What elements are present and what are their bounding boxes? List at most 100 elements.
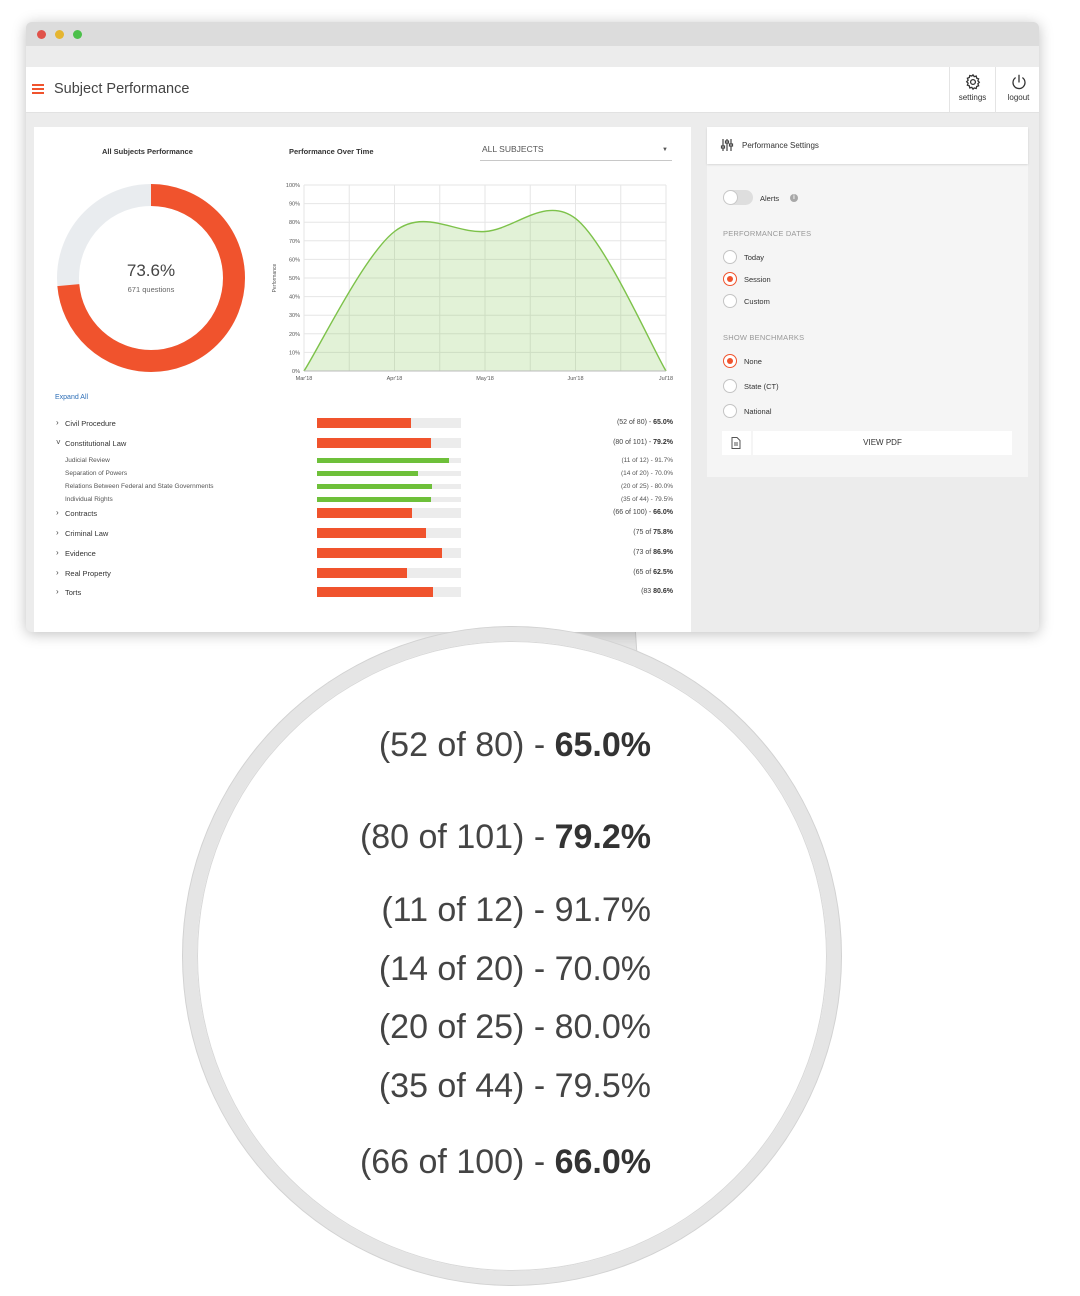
progress-fill — [317, 484, 433, 489]
window-titlebar — [26, 22, 1039, 46]
progress-fill — [317, 508, 413, 518]
donut-chart — [57, 184, 245, 372]
progress-fill — [317, 471, 418, 476]
score-text: (20 of 25) - 80.0% — [621, 483, 673, 490]
donut-subtitle: 671 questions — [127, 285, 175, 294]
date-radio[interactable] — [723, 250, 737, 264]
benchmark-radio-label[interactable]: National — [744, 407, 772, 416]
chevron-icon[interactable]: › — [56, 587, 59, 596]
magnified-score-percent: 70.0% — [554, 950, 651, 988]
magnified-score: (20 of 25) - 80.0% — [379, 1008, 651, 1047]
y-tick-label: 100% — [286, 183, 300, 189]
subject-row[interactable]: ˅ Constitutional Law (80 of 101) - 79.2% — [34, 437, 691, 451]
alerts-toggle[interactable] — [723, 190, 753, 205]
settings-panel-title: Performance Settings — [742, 141, 819, 150]
date-radio-label[interactable]: Session — [744, 275, 771, 284]
view-pdf-button[interactable]: VIEW PDF — [753, 431, 1012, 455]
y-axis-label: Performance — [272, 263, 278, 292]
dropdown-caret-icon: ▼ — [662, 147, 668, 153]
score-percent: 91.7% — [654, 457, 673, 464]
pdf-icon-box[interactable] — [722, 431, 751, 455]
logout-button[interactable]: logout — [995, 67, 1039, 113]
score-count: (83 — [641, 588, 654, 595]
subject-select[interactable]: ALL SUBJECTS ▼ — [480, 144, 672, 161]
info-icon[interactable]: i — [790, 194, 798, 202]
progress-track — [317, 508, 461, 518]
y-tick-label: 70% — [289, 239, 300, 245]
expand-all-link[interactable]: Expand All — [55, 394, 89, 401]
score-percent: 65.0% — [653, 419, 673, 426]
chevron-icon[interactable]: › — [56, 508, 59, 517]
subject-name: Civil Procedure — [65, 419, 116, 428]
y-tick-label: 60% — [289, 257, 300, 263]
subject-name: Relations Between Federal and State Gove… — [65, 483, 214, 490]
chevron-icon[interactable]: ˅ — [56, 438, 61, 447]
score-percent: 79.5% — [654, 496, 673, 503]
subject-row[interactable]: › Contracts (66 of 100) - 66.0% — [34, 507, 691, 521]
date-radio[interactable] — [723, 294, 737, 308]
subject-name: Judicial Review — [65, 457, 110, 464]
score-percent: 70.0% — [654, 470, 673, 477]
benchmark-radio[interactable] — [723, 379, 737, 393]
series-line — [303, 209, 667, 372]
date-radio-label[interactable]: Today — [744, 253, 765, 262]
subject-row[interactable]: › Real Property (65 of 62.5% — [34, 567, 691, 581]
date-radio-label[interactable]: Custom — [744, 297, 770, 306]
over-time-title: Performance Over Time — [289, 147, 374, 156]
menu-icon[interactable] — [32, 84, 44, 94]
subject-row[interactable]: › Evidence (73 of 86.9% — [34, 547, 691, 561]
magnified-score-count: (11 of 12) - — [381, 891, 555, 929]
benchmark-radio-label[interactable]: State (CT) — [744, 382, 779, 391]
score-text: (73 of 86.9% — [633, 549, 673, 556]
score-text: (66 of 100) - 66.0% — [613, 509, 673, 516]
progress-fill — [317, 587, 434, 597]
chevron-icon[interactable]: › — [56, 528, 59, 537]
x-tick-label: Jun'18 — [567, 376, 583, 382]
score-count: (35 of 44) - — [620, 496, 655, 503]
magnified-score: (66 of 100) - 66.0% — [360, 1143, 651, 1182]
app-header: Subject Performance settings logout — [26, 67, 1039, 113]
toggle-knob — [723, 190, 738, 205]
magnified-score-percent: 79.5% — [554, 1067, 651, 1105]
subject-row[interactable]: › Torts (83 80.6% — [34, 586, 691, 600]
chevron-icon[interactable]: › — [56, 548, 59, 557]
progress-track — [317, 418, 461, 428]
sliders-icon — [720, 138, 734, 157]
subject-row[interactable]: › Civil Procedure (52 of 80) - 65.0% — [34, 417, 691, 431]
magnified-score-count: (52 of 80) - — [378, 726, 555, 764]
score-count: (11 of 12) - — [621, 457, 655, 464]
subject-name: Criminal Law — [65, 529, 109, 538]
magnifier-callout: (52 of 80) - 65.0% (80 of 101) - 79.2% (11… — [183, 627, 841, 1285]
subject-row[interactable]: › Criminal Law (75 of 75.8% — [34, 527, 691, 541]
score-text: (52 of 80) - 65.0% — [617, 419, 673, 426]
progress-fill — [317, 568, 407, 578]
date-radio[interactable] — [723, 272, 737, 286]
performance-line-chart: 100% 90% 80% 70% 60% 50% 40% 30% 20% 10% 0%Mar'18 A… — [272, 183, 673, 382]
magnified-score: (14 of 20) - 70.0% — [379, 950, 651, 989]
donut-slice-correct — [57, 184, 245, 372]
minimize-window-icon[interactable] — [55, 30, 64, 39]
magnified-score-count: (35 of 44) - — [378, 1067, 555, 1105]
chevron-icon[interactable]: › — [56, 568, 59, 577]
progress-fill — [317, 497, 432, 502]
progress-track — [317, 497, 461, 502]
settings-button[interactable]: settings — [949, 67, 995, 113]
y-tick-label: 10% — [289, 350, 300, 356]
x-tick-label: Jul'18 — [659, 376, 673, 382]
progress-fill — [317, 528, 427, 538]
score-text: (83 80.6% — [641, 588, 673, 595]
y-tick-label: 50% — [289, 276, 300, 282]
maximize-window-icon[interactable] — [73, 30, 82, 39]
score-text: (65 of 62.5% — [633, 569, 673, 576]
donut-value: 73.6% — [126, 261, 176, 280]
y-tick-label: 40% — [289, 295, 300, 301]
close-window-icon[interactable] — [37, 30, 46, 39]
chevron-icon[interactable]: › — [56, 418, 59, 427]
benchmark-radio[interactable] — [723, 404, 737, 418]
score-percent: 79.2% — [653, 439, 673, 446]
benchmark-radio-label[interactable]: None — [744, 357, 762, 366]
score-percent: 75.8% — [653, 529, 673, 536]
benchmark-radio[interactable] — [723, 354, 737, 368]
subject-select-value: ALL SUBJECTS — [482, 144, 544, 154]
performance-card: All Subjects Performance Performance Ove… — [34, 127, 691, 632]
